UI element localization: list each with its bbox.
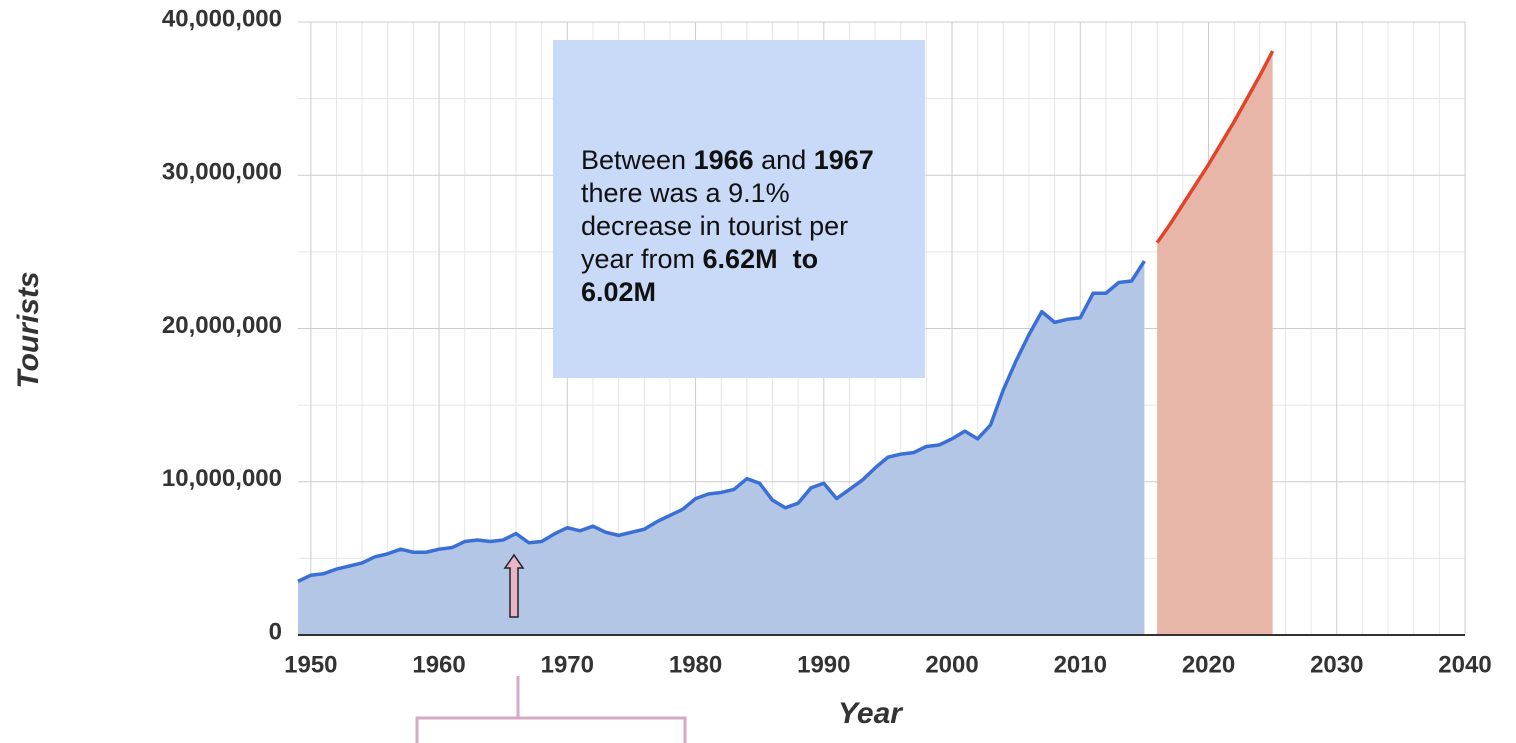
- annotation-text: 1966: [693, 145, 754, 175]
- area: [1157, 51, 1273, 636]
- callout-box: [415, 716, 687, 743]
- y-tick-label: 20,000,000: [162, 312, 282, 339]
- annotation-text: and: [753, 145, 814, 175]
- x-tick-label: 2000: [925, 651, 978, 678]
- x-tick-label: 1980: [669, 651, 722, 678]
- y-tick-label: 30,000,000: [162, 159, 282, 186]
- x-axis-title: Year: [838, 697, 904, 730]
- x-tick-label: 2020: [1182, 651, 1235, 678]
- x-tick-label: 1950: [284, 651, 337, 678]
- y-axis-title: Tourists: [12, 271, 45, 388]
- line: [297, 260, 1146, 583]
- y-tick-label: 0: [269, 618, 282, 645]
- x-tick-label: 1990: [797, 651, 850, 678]
- annotation-text: Between: [581, 145, 694, 175]
- y-tick-label: 10,000,000: [162, 465, 282, 492]
- x-tick-label: 2010: [1054, 651, 1107, 678]
- annotation-text: there was a 9.1% decrease in tourist per…: [581, 145, 882, 274]
- x-tick-label: 1970: [541, 651, 594, 678]
- line: [1155, 50, 1275, 244]
- y-tick-label: 40,000,000: [162, 5, 282, 32]
- x-tick-label: 2040: [1438, 651, 1491, 678]
- plot: [297, 50, 1275, 636]
- arrow: [503, 553, 525, 618]
- x-tick-label: 2030: [1310, 651, 1363, 678]
- area: [298, 261, 1145, 635]
- annotation-text: 1967: [813, 145, 874, 175]
- annotation: Between 1966 and 1967 there was a 9.1% d…: [553, 40, 925, 378]
- x-tick-label: 1960: [412, 651, 465, 678]
- annotation-text: 6.62M to 6.02M: [581, 244, 826, 307]
